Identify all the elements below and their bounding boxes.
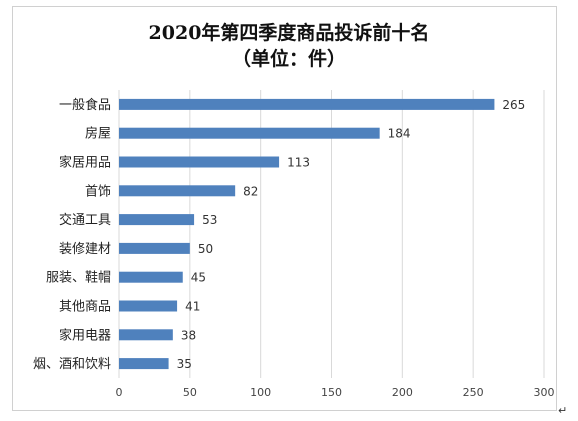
- data-label: 113: [287, 156, 310, 170]
- x-tick-label: 200: [392, 386, 413, 399]
- chart-title: 2020年第四季度商品投诉前十名: [148, 22, 430, 44]
- category-label: 服装、鞋帽: [46, 270, 111, 286]
- x-tick-label: 300: [534, 386, 555, 399]
- category-label: 首饰: [85, 184, 111, 199]
- category-label: 家居用品: [59, 155, 111, 171]
- data-label: 265: [502, 98, 525, 112]
- bar: [119, 127, 380, 139]
- bar: [119, 214, 195, 226]
- x-tick-label: 250: [463, 386, 484, 399]
- data-label: 35: [177, 357, 192, 371]
- bar: [119, 242, 190, 254]
- category-label: 一般食品: [59, 97, 111, 113]
- data-label: 38: [181, 328, 196, 342]
- category-label: 房屋: [85, 126, 111, 142]
- category-label: 装修建材: [59, 242, 111, 257]
- category-label: 其他商品: [59, 300, 111, 315]
- bar: [119, 329, 173, 341]
- category-label: 烟、酒和饮料: [33, 357, 111, 372]
- category-label: 家用电器: [59, 327, 111, 343]
- bar: [119, 358, 169, 370]
- x-tick-label: 50: [183, 386, 197, 399]
- bar: [119, 300, 178, 312]
- data-label: 82: [243, 184, 258, 198]
- x-tick-label: 100: [250, 386, 271, 399]
- category-label: 交通工具: [59, 212, 111, 228]
- data-label: 50: [198, 242, 213, 256]
- paragraph-mark-icon: ↵: [558, 404, 568, 417]
- bar: [119, 98, 495, 110]
- bar: [119, 185, 236, 197]
- x-tick-label: 0: [116, 386, 123, 399]
- bar: [119, 156, 280, 168]
- data-label: 184: [388, 127, 411, 141]
- data-label: 45: [191, 271, 206, 285]
- chart-subtitle: （单位：件）: [231, 48, 346, 70]
- chart-frame: [12, 6, 557, 411]
- data-label: 53: [202, 213, 217, 227]
- x-tick-label: 150: [321, 386, 342, 399]
- bar: [119, 271, 183, 283]
- data-label: 41: [185, 300, 200, 314]
